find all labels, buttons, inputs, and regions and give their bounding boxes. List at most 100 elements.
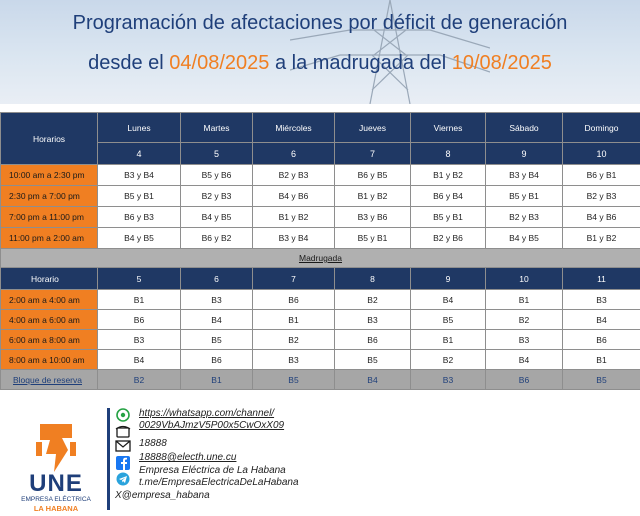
block-cell: B6 [97,309,181,330]
madrugada-label: Madrugada [0,248,640,268]
block-cell: B5 y B1 [410,206,486,228]
whatsapp-icon [116,408,130,422]
header-banner: Programación de afectaciones por déficit… [0,0,640,104]
email-link[interactable]: 18888@electh.une.cu [139,452,237,463]
block-cell: B6 [252,289,335,310]
day-number: 10 [562,142,640,165]
date-from: 04/08/2025 [169,52,270,74]
day-header: Miércoles [252,112,335,143]
reserve-row: Bloque de reserva B2 B1 B5 B4 B3 B6 B5 [0,369,640,390]
block-cell: B1 y B2 [410,164,486,186]
block-cell: B1 [562,349,640,370]
block-cell: B5 y B6 [180,164,253,186]
block-cell: B5 y B1 [97,185,181,207]
block-cell: B3 y B4 [485,164,563,186]
block-cell: B2 y B6 [410,227,486,249]
day-number: 4 [97,142,181,165]
block-cell: B1 [252,309,335,330]
block-cell: B1 [485,289,563,310]
whatsapp-link-cont[interactable]: 0029VbAJmzV5P00x5CwOxX09 [139,420,285,431]
block-cell: B4 y B5 [485,227,563,249]
day-number: 8 [410,142,486,165]
block-cell: B1 y B2 [334,185,411,207]
block-cell: B3 [562,289,640,310]
block-cell: B1 [410,329,486,350]
block-cell: B1 [97,289,181,310]
block-cell: B4 [485,349,563,370]
whatsapp-link[interactable]: https://whatsapp.com/channel/ [139,408,275,419]
reserve-cell: B1 [180,369,253,390]
madrugada-separator-row: Madrugada [0,248,640,268]
block-cell: B2 [334,289,411,310]
block-cell: B3 [334,309,411,330]
horarios-header: Horarios [0,112,98,165]
reserve-cell: B2 [97,369,181,390]
day-number: 9 [410,267,486,290]
madrugada-header-row: Horario 5 6 7 8 9 10 11 [0,267,640,290]
block-cell: B2 y B3 [562,185,640,207]
title-prefix: desde el [88,52,170,74]
x-handle[interactable]: X@empresa_habana [115,490,210,501]
phone-icon [115,425,131,438]
title-middle: a la madrugada del [269,52,452,74]
block-cell: B4 y B6 [252,185,335,207]
time-slot: 2:30 pm a 7:00 pm [0,185,98,207]
reserve-cell: B6 [485,369,563,390]
time-slot: 6:00 am a 8:00 am [0,329,98,350]
block-cell: B5 [180,329,253,350]
table-row: 4:00 am a 6:00 am B6 B4 B1 B3 B5 B2 B4 [0,309,640,330]
day-number: 6 [180,267,253,290]
block-cell: B2 [410,349,486,370]
day-number: 5 [180,142,253,165]
block-cell: B3 [97,329,181,350]
block-cell: B1 y B2 [562,227,640,249]
block-cell: B2 y B3 [252,164,335,186]
block-cell: B6 [562,329,640,350]
table-row: 11:00 pm a 2:00 am B4 y B5 B6 y B2 B3 y … [0,227,640,249]
table-row: 10:00 am a 2:30 pm B3 y B4 B5 y B6 B2 y … [0,164,640,186]
telegram-link[interactable]: t.me/EmpresaElectricaDeLaHabana [139,477,299,488]
day-number: 7 [334,142,411,165]
block-cell: B4 [562,309,640,330]
block-cell: B4 [410,289,486,310]
logo-subtitle: EMPRESA ELÉCTRICA [21,496,91,503]
time-slot: 10:00 am a 2:30 pm [0,164,98,186]
time-slot: 4:00 am a 6:00 am [0,309,98,330]
telegram-icon [116,472,130,486]
reserve-cell: B5 [252,369,335,390]
facebook-page[interactable]: Empresa Eléctrica de La Habana [139,465,286,476]
time-slot: 8:00 am a 10:00 am [0,349,98,370]
block-cell: B5 y B1 [485,185,563,207]
day-number: 5 [97,267,181,290]
page-title-line-2: desde el 04/08/2025 a la madrugada del 1… [0,52,640,75]
block-cell: B4 [180,309,253,330]
day-header: Domingo [562,112,640,143]
page-title-line-1: Programación de afectaciones por déficit… [72,12,568,34]
day-number: 11 [562,267,640,290]
reserve-cell: B3 [410,369,486,390]
block-cell: B4 y B6 [562,206,640,228]
day-header: Sábado [485,112,563,143]
block-cell: B4 [97,349,181,370]
table-row: 2:30 pm a 7:00 pm B5 y B1 B2 y B3 B4 y B… [0,185,640,207]
block-cell: B2 y B3 [180,185,253,207]
days-header-row: Horarios Lunes Martes Miércoles Jueves V… [0,112,640,165]
reserve-cell: B5 [562,369,640,390]
reserve-cell: B4 [334,369,411,390]
block-cell: B6 y B3 [97,206,181,228]
block-cell: B5 [410,309,486,330]
power-pylon-image [290,0,490,104]
footer-divider [107,408,110,510]
block-cell: B1 y B2 [252,206,335,228]
date-to: 10/08/2025 [451,52,552,74]
block-cell: B2 y B3 [485,206,563,228]
day-header: Viernes [410,112,486,143]
footer: UNE EMPRESA ELÉCTRICA LA HABANA https://… [0,400,640,516]
block-cell: B6 y B1 [562,164,640,186]
day-number: 7 [252,267,335,290]
block-cell: B6 [334,329,411,350]
block-cell: B3 [485,329,563,350]
table-row: 2:00 am a 4:00 am B1 B3 B6 B2 B4 B1 B3 [0,289,640,310]
block-cell: B6 y B2 [180,227,253,249]
day-header: Lunes [97,112,181,143]
